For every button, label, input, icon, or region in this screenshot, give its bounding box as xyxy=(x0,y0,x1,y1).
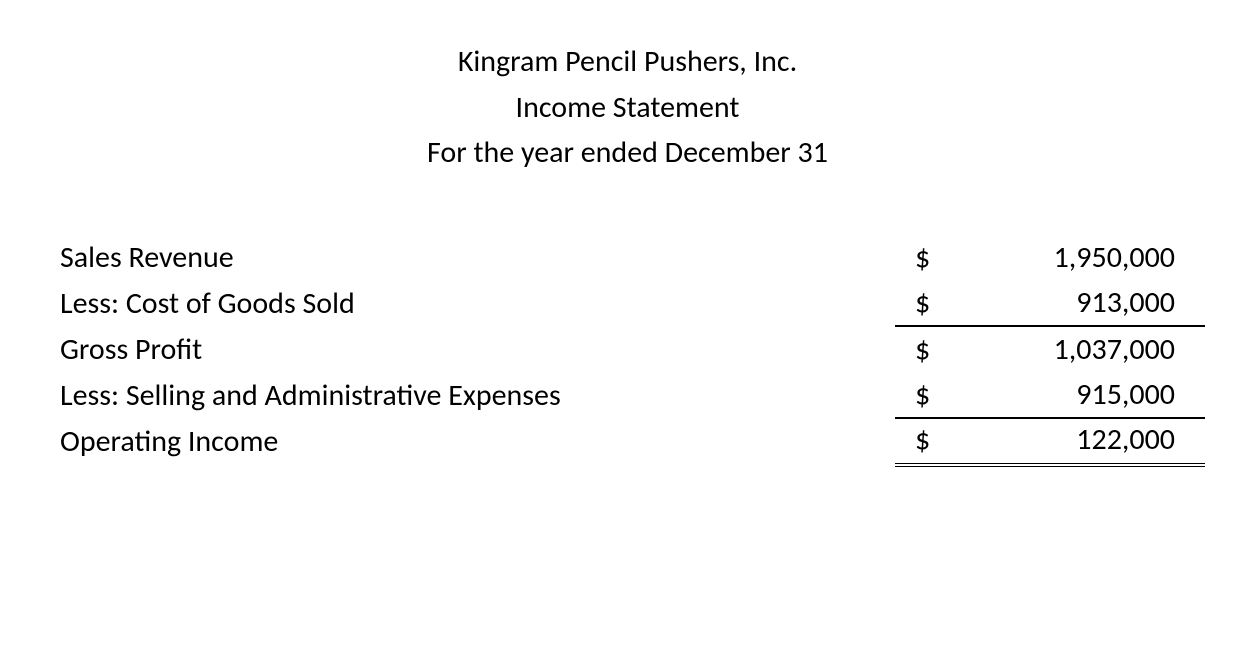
line-item-label: Operating Income xyxy=(50,419,895,464)
line-item-value: 122,000 xyxy=(965,417,1205,467)
line-item-label: Sales Revenue xyxy=(50,235,895,280)
line-item: Less: Selling and Administrative Expense… xyxy=(50,373,1205,419)
income-statement: Kingram Pencil Pushers, Inc. Income Stat… xyxy=(50,40,1205,465)
line-item: Sales Revenue$1,950,000 xyxy=(50,235,1205,281)
line-item: Less: Cost of Goods Sold$913,000 xyxy=(50,281,1205,327)
statement-period: For the year ended December 31 xyxy=(50,131,1205,175)
line-item-label: Less: Cost of Goods Sold xyxy=(50,281,895,326)
currency-symbol: $ xyxy=(895,235,965,280)
line-item-label: Gross Profit xyxy=(50,327,895,372)
statement-title: Income Statement xyxy=(50,86,1205,130)
line-item: Gross Profit$1,037,000 xyxy=(50,327,1205,373)
statement-header: Kingram Pencil Pushers, Inc. Income Stat… xyxy=(50,40,1205,175)
currency-symbol: $ xyxy=(895,417,965,467)
line-item-value: 1,037,000 xyxy=(965,327,1205,372)
line-item-value: 915,000 xyxy=(965,372,1205,419)
line-item-value: 913,000 xyxy=(965,280,1205,327)
statement-rows: Sales Revenue$1,950,000Less: Cost of Goo… xyxy=(50,235,1205,465)
line-item-label: Less: Selling and Administrative Expense… xyxy=(50,373,895,418)
currency-symbol: $ xyxy=(895,280,965,327)
currency-symbol: $ xyxy=(895,327,965,372)
line-item: Operating Income$122,000 xyxy=(50,419,1205,465)
line-item-value: 1,950,000 xyxy=(965,235,1205,280)
company-name: Kingram Pencil Pushers, Inc. xyxy=(50,40,1205,84)
currency-symbol: $ xyxy=(895,372,965,419)
